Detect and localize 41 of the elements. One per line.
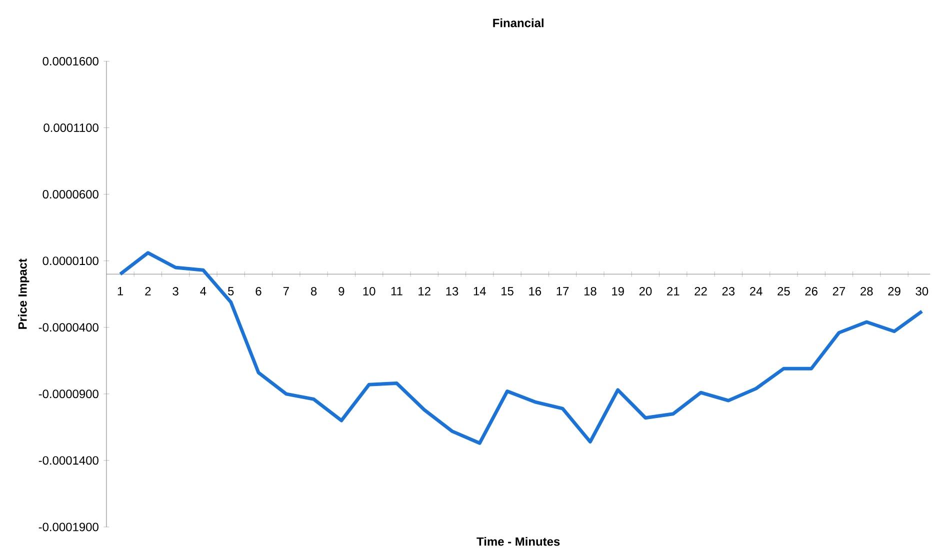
x-tick-label: 3 (172, 287, 178, 296)
x-tick-label: 29 (888, 287, 900, 296)
x-tick-label: 8 (310, 287, 317, 296)
x-tick-label: 14 (474, 287, 486, 296)
x-tick-label: 7 (283, 287, 289, 296)
x-tick-label: 24 (750, 287, 762, 296)
x-tick-label: 13 (446, 287, 458, 296)
x-tick-label: 21 (667, 287, 680, 296)
y-axis-title: Price Impact (18, 258, 30, 329)
x-tick-label: 20 (639, 287, 652, 296)
x-tick-label: 1 (118, 287, 124, 296)
y-tick-label: -0.0001900 (38, 522, 98, 532)
x-tick-label: 9 (338, 287, 344, 296)
x-tick-label: 23 (722, 287, 735, 296)
y-tick-label: 0.0000100 (42, 256, 98, 266)
x-tick-label: 2 (145, 287, 151, 296)
y-tick-label: -0.0000400 (38, 323, 98, 332)
x-tick-label: 28 (860, 287, 873, 296)
x-tick-label: 11 (391, 287, 402, 296)
x-tick-label: 26 (805, 287, 818, 296)
x-tick-label: 18 (584, 287, 596, 296)
x-tick-label: 30 (916, 287, 928, 296)
x-tick-label: 5 (228, 287, 234, 296)
y-tick-label: -0.0001400 (38, 456, 98, 465)
x-axis-title: Time - Minutes (476, 537, 560, 546)
x-tick-label: 19 (612, 287, 624, 296)
y-tick-label: 0.0001600 (42, 57, 98, 66)
y-tick-label: 0.0000600 (42, 190, 98, 199)
x-tick-label: 10 (363, 287, 376, 296)
x-tick-label: 15 (502, 287, 514, 296)
x-tick-label: 4 (200, 287, 206, 296)
x-tick-label: 25 (778, 287, 790, 296)
chart-title: Financial (493, 18, 544, 28)
x-tick-label: 27 (832, 287, 846, 296)
y-tick-label: 0.0001100 (44, 124, 98, 132)
x-tick-label: 6 (256, 287, 262, 296)
y-tick-label: -0.0000900 (38, 390, 98, 398)
x-tick-label: 16 (529, 287, 542, 296)
x-tick-label: 22 (694, 287, 707, 296)
x-tick-label: 17 (556, 287, 569, 296)
x-tick-label: 12 (418, 287, 430, 296)
